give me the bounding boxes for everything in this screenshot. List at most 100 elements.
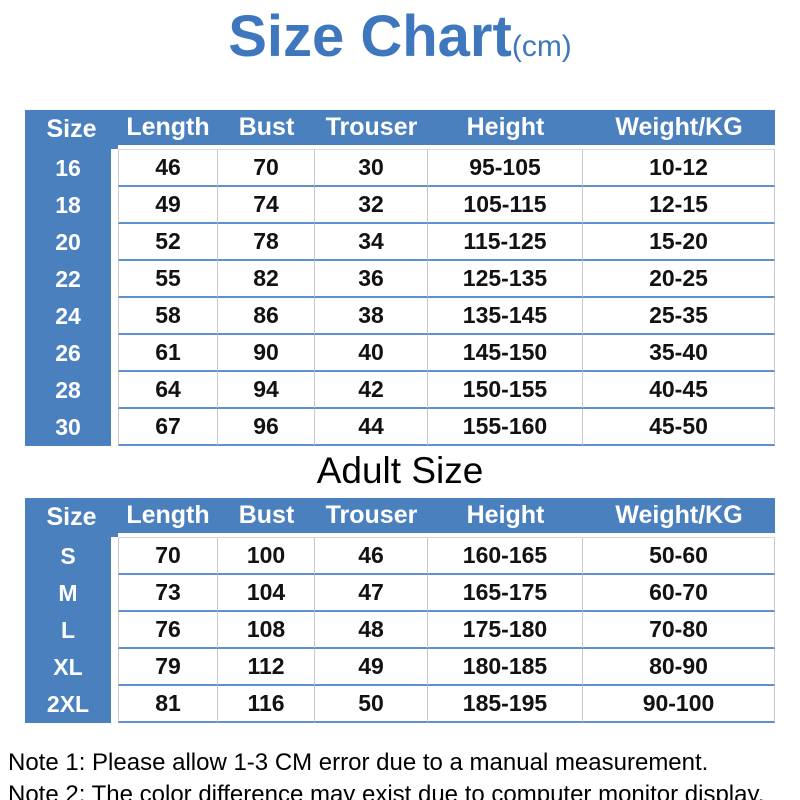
- value-cell: 79: [118, 649, 218, 686]
- column-header-weight-kg: Weight/KG: [583, 110, 775, 149]
- value-cell: 25-35: [583, 298, 775, 335]
- value-cell: 70: [118, 537, 218, 575]
- size-label-cell: XL: [25, 649, 118, 686]
- size-label-cell: 22: [25, 261, 118, 298]
- size-label-cell: 18: [25, 187, 118, 224]
- value-cell: 46: [118, 149, 218, 187]
- column-header-height: Height: [428, 110, 583, 149]
- page-title-text: Size Chart: [228, 4, 512, 69]
- note-1: Note 1: Please allow 1-3 CM error due to…: [8, 749, 709, 776]
- value-cell: 112: [218, 649, 315, 686]
- value-cell: 70-80: [583, 612, 775, 649]
- table-row: 16 46 70 30 95-105 10-12: [25, 149, 775, 187]
- value-cell: 155-160: [428, 409, 583, 446]
- value-cell: 10-12: [583, 149, 775, 187]
- table-row: 24 58 86 38 135-145 25-35: [25, 298, 775, 335]
- value-cell: 36: [315, 261, 428, 298]
- value-cell: 60-70: [583, 575, 775, 612]
- value-cell: 116: [218, 686, 315, 723]
- column-header-weight-kg: Weight/KG: [583, 498, 775, 537]
- value-cell: 55: [118, 261, 218, 298]
- value-cell: 58: [118, 298, 218, 335]
- size-label-cell: 30: [25, 409, 118, 446]
- value-cell: 61: [118, 335, 218, 372]
- value-cell: 50-60: [583, 537, 775, 575]
- value-cell: 105-115: [428, 187, 583, 224]
- table-row: XL 79 112 49 180-185 80-90: [25, 649, 775, 686]
- value-cell: 104: [218, 575, 315, 612]
- column-header-trouser: Trouser: [315, 110, 428, 149]
- value-cell: 15-20: [583, 224, 775, 261]
- size-label-cell: 16: [25, 149, 118, 187]
- value-cell: 47: [315, 575, 428, 612]
- value-cell: 94: [218, 372, 315, 409]
- value-cell: 34: [315, 224, 428, 261]
- value-cell: 38: [315, 298, 428, 335]
- column-header-length: Length: [118, 110, 218, 149]
- value-cell: 52: [118, 224, 218, 261]
- value-cell: 90-100: [583, 686, 775, 723]
- size-label-cell: M: [25, 575, 118, 612]
- size-label-cell: 28: [25, 372, 118, 409]
- value-cell: 90: [218, 335, 315, 372]
- value-cell: 46: [315, 537, 428, 575]
- value-cell: 185-195: [428, 686, 583, 723]
- value-cell: 49: [315, 649, 428, 686]
- table-row: M 73 104 47 165-175 60-70: [25, 575, 775, 612]
- value-cell: 175-180: [428, 612, 583, 649]
- page-title-unit: (cm): [511, 30, 572, 63]
- value-cell: 82: [218, 261, 315, 298]
- value-cell: 70: [218, 149, 315, 187]
- value-cell: 135-145: [428, 298, 583, 335]
- column-header-size: Size: [25, 498, 118, 537]
- size-label-cell: 24: [25, 298, 118, 335]
- table-row: 18 49 74 32 105-115 12-15: [25, 187, 775, 224]
- value-cell: 48: [315, 612, 428, 649]
- column-header-bust: Bust: [218, 110, 315, 149]
- value-cell: 81: [118, 686, 218, 723]
- value-cell: 50: [315, 686, 428, 723]
- value-cell: 95-105: [428, 149, 583, 187]
- value-cell: 150-155: [428, 372, 583, 409]
- header-row: Size Length Bust Trouser Height Weight/KG: [25, 498, 775, 537]
- value-cell: 73: [118, 575, 218, 612]
- value-cell: 64: [118, 372, 218, 409]
- value-cell: 42: [315, 372, 428, 409]
- value-cell: 76: [118, 612, 218, 649]
- value-cell: 45-50: [583, 409, 775, 446]
- size-label-cell: 26: [25, 335, 118, 372]
- size-label-cell: L: [25, 612, 118, 649]
- notes-block: Note 1: Please allow 1-3 CM error due to…: [8, 747, 800, 800]
- table-row: 2XL 81 116 50 185-195 90-100: [25, 686, 775, 723]
- table-row: 28 64 94 42 150-155 40-45: [25, 372, 775, 409]
- value-cell: 96: [218, 409, 315, 446]
- column-header-height: Height: [428, 498, 583, 537]
- column-header-trouser: Trouser: [315, 498, 428, 537]
- value-cell: 180-185: [428, 649, 583, 686]
- value-cell: 108: [218, 612, 315, 649]
- size-label-cell: 20: [25, 224, 118, 261]
- column-header-size: Size: [25, 110, 118, 149]
- page-title: Size Chart(cm): [0, 0, 800, 85]
- table-row: 22 55 82 36 125-135 20-25: [25, 261, 775, 298]
- size-label-cell: 2XL: [25, 686, 118, 723]
- column-header-bust: Bust: [218, 498, 315, 537]
- column-header-length: Length: [118, 498, 218, 537]
- value-cell: 12-15: [583, 187, 775, 224]
- value-cell: 115-125: [428, 224, 583, 261]
- note-2: Note 2: The color difference may exist d…: [8, 781, 765, 800]
- value-cell: 74: [218, 187, 315, 224]
- value-cell: 49: [118, 187, 218, 224]
- value-cell: 160-165: [428, 537, 583, 575]
- value-cell: 100: [218, 537, 315, 575]
- adult-size-heading: Adult Size: [316, 450, 484, 491]
- table-row: S 70 100 46 160-165 50-60: [25, 537, 775, 575]
- value-cell: 40-45: [583, 372, 775, 409]
- value-cell: 86: [218, 298, 315, 335]
- value-cell: 44: [315, 409, 428, 446]
- size-label-cell: S: [25, 537, 118, 575]
- value-cell: 20-25: [583, 261, 775, 298]
- kids-size-table: Size Length Bust Trouser Height Weight/KG 16 46…: [25, 110, 775, 446]
- value-cell: 30: [315, 149, 428, 187]
